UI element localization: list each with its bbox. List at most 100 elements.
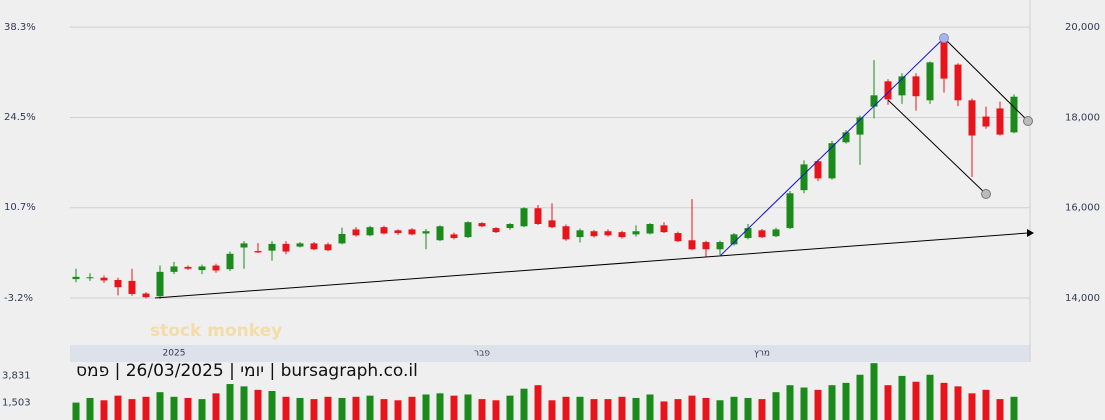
candle-body xyxy=(268,243,276,251)
candle-body xyxy=(212,265,220,271)
candle-body xyxy=(674,233,682,242)
candle-body xyxy=(296,243,304,247)
time-axis-band xyxy=(70,345,1030,362)
volume-bar xyxy=(674,399,682,420)
volume-tick-label: 3,831 xyxy=(2,371,31,382)
volume-bar xyxy=(226,384,234,420)
volume-bar xyxy=(534,385,542,420)
volume-bar xyxy=(492,400,500,420)
volume-bar xyxy=(604,399,612,420)
candle-body xyxy=(856,117,864,135)
volume-bar xyxy=(86,397,94,420)
x-tick-label: 2025 xyxy=(163,349,186,359)
y2-tick-label: 38.3% xyxy=(4,22,36,33)
x-tick-label: מרץ xyxy=(754,349,770,359)
candle-body xyxy=(744,228,752,238)
anchor-point xyxy=(939,33,949,43)
volume-bar xyxy=(758,399,766,420)
candle-body xyxy=(730,234,738,245)
candle-body xyxy=(576,230,584,238)
volume-bar xyxy=(562,396,570,420)
candle-body xyxy=(996,108,1004,135)
volume-bar xyxy=(744,397,752,420)
volume-bar xyxy=(268,391,276,420)
volume-bar xyxy=(842,382,850,420)
candle-body xyxy=(968,100,976,136)
volume-bar xyxy=(856,374,864,420)
volume-bar xyxy=(352,396,360,420)
candle-body xyxy=(86,277,94,279)
grid xyxy=(70,26,1030,299)
y-tick-label: 20,000 xyxy=(1065,22,1100,33)
volume-bar xyxy=(338,397,346,420)
volume-bar xyxy=(940,382,948,420)
volume-bar xyxy=(394,400,402,420)
chart-title: יומי | 26/03/2025 | פמס | bursagraph.co.… xyxy=(76,361,418,381)
candle-body xyxy=(842,132,850,143)
candle-body xyxy=(380,227,388,234)
trend-line xyxy=(719,37,945,257)
volume-bar xyxy=(800,387,808,420)
watermark: stock monkey xyxy=(150,321,282,341)
y2-tick-label: 24.5% xyxy=(4,112,36,123)
candle-body xyxy=(884,81,892,100)
candle-body xyxy=(506,224,514,229)
volume-bar xyxy=(814,389,822,420)
volume-bar xyxy=(240,386,248,420)
volume-bar xyxy=(828,385,836,420)
volume-bar xyxy=(926,374,934,420)
candle-body xyxy=(912,76,920,97)
trend-line xyxy=(887,99,987,195)
candle-body xyxy=(240,243,248,248)
volume-bar xyxy=(590,399,598,420)
volume-bar xyxy=(100,400,108,420)
volume-bar xyxy=(408,396,416,420)
anchor-point xyxy=(981,189,991,199)
x-tick-label: פבר xyxy=(474,349,490,359)
candle-body xyxy=(422,231,430,234)
volume-bar xyxy=(772,392,780,420)
candle-body xyxy=(646,224,654,234)
y-tick-label: 16,000 xyxy=(1065,203,1100,214)
anchor-point xyxy=(1023,116,1033,126)
candle-body xyxy=(226,253,234,270)
volume-bar xyxy=(1010,396,1018,420)
candle-body xyxy=(1010,96,1018,133)
volume-bar xyxy=(968,393,976,420)
candle-body xyxy=(590,231,598,237)
volume-bar xyxy=(632,397,640,420)
volume-bar xyxy=(506,395,514,420)
candle-body xyxy=(716,242,724,250)
volume-bar xyxy=(660,401,668,420)
volume-bar xyxy=(366,395,374,420)
arrow-head xyxy=(1027,229,1034,237)
candle-body xyxy=(982,116,990,127)
candle-body xyxy=(100,277,108,281)
candle-body xyxy=(758,230,766,238)
volume-bar xyxy=(114,395,122,420)
candles xyxy=(72,37,1018,299)
volume-bar xyxy=(184,397,192,420)
volume-bar xyxy=(72,402,80,420)
candle-body xyxy=(604,231,612,236)
volume-bar xyxy=(296,397,304,420)
candle-body xyxy=(660,225,668,233)
candle-body xyxy=(940,40,948,79)
volume-bar xyxy=(212,393,220,420)
candle-body xyxy=(926,62,934,101)
volume-bar xyxy=(282,396,290,420)
volume-bar xyxy=(450,395,458,420)
candle-body xyxy=(310,243,318,250)
candle-body xyxy=(324,244,332,251)
volume-bar xyxy=(254,389,262,420)
volume-bar xyxy=(646,394,654,420)
candle-body xyxy=(184,266,192,269)
volume-bar xyxy=(478,399,486,420)
volume-bar xyxy=(884,385,892,420)
volume-bar xyxy=(898,375,906,420)
candle-body xyxy=(548,220,556,228)
volume-bar xyxy=(422,394,430,420)
volume-bar xyxy=(996,399,1004,420)
volume-bar xyxy=(548,400,556,420)
